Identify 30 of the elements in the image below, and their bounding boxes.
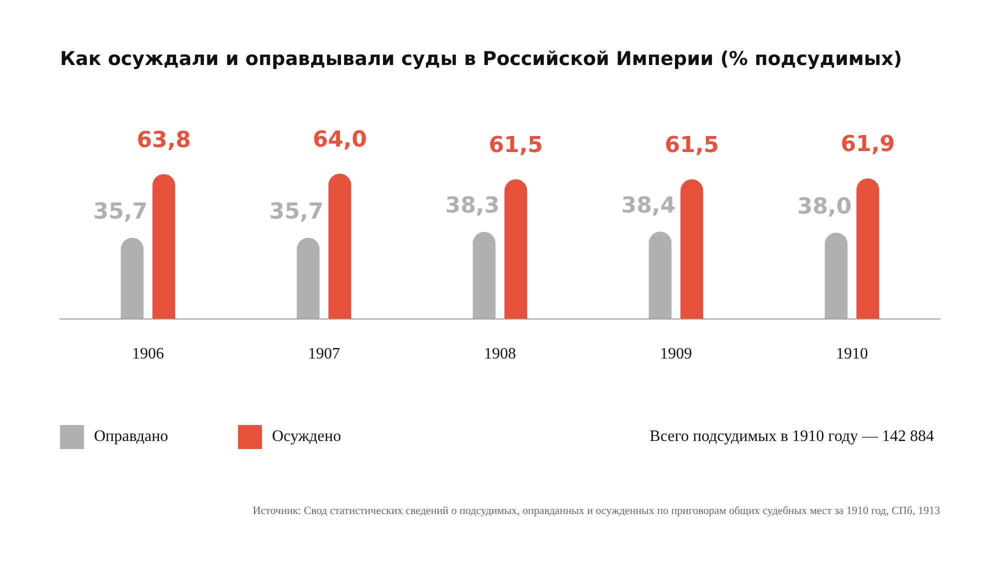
chart-title: Как осуждали и оправдывали суды в Российской Империи (% подсудимых) (60, 48, 902, 70)
bar (328, 174, 352, 319)
bar (824, 232, 848, 319)
data-label: 63,8 (136, 128, 191, 153)
x-tick-label: 1908 (484, 346, 516, 363)
bar (856, 178, 880, 319)
bar (472, 232, 496, 319)
data-label: 38,3 (445, 194, 500, 219)
x-tick-label: 1907 (308, 346, 340, 363)
bar (648, 232, 672, 319)
data-label: 38,0 (797, 194, 852, 220)
bar (152, 174, 176, 319)
bar (680, 179, 704, 319)
x-tick-label: 1906 (132, 346, 164, 363)
x-tick-label: 1910 (836, 346, 868, 363)
bar (120, 238, 144, 319)
data-label: 35,7 (269, 200, 324, 225)
x-tick-label: 1909 (660, 346, 692, 363)
data-label: 35,7 (93, 200, 148, 225)
legend-label: Оправдано (94, 428, 168, 446)
data-label: 61,5 (664, 133, 719, 158)
data-label: 61,9 (840, 132, 895, 158)
text: Всего подсудимых в 1910 году — 142 884 (650, 428, 934, 446)
data-label: 61,5 (488, 133, 543, 158)
data-label: 64,0 (312, 127, 367, 152)
legend-label: Осуждено (272, 428, 342, 446)
bar (504, 179, 528, 319)
text: Источник: Свод статистических сведений о подсудимых, оправданных и осужденных по приговорам общих судебных мест за 1910 год, СПб, 1913 (252, 505, 940, 517)
data-label: 38,4 (621, 193, 676, 218)
bar (296, 238, 320, 319)
